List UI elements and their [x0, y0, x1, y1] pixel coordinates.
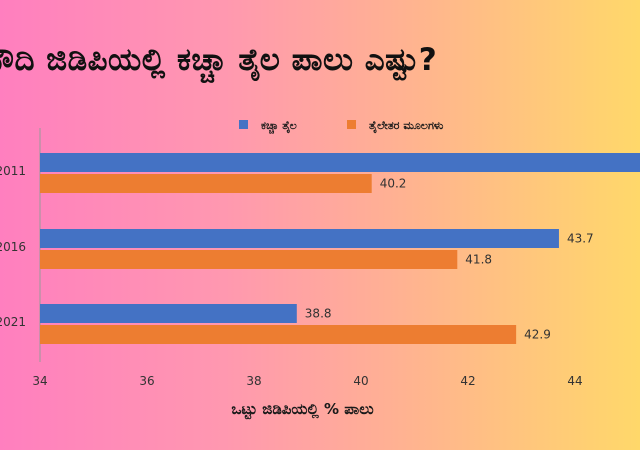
- data-label: 41.8: [465, 253, 492, 267]
- y-category-label: 2011: [0, 164, 26, 178]
- x-tick-label: 42: [460, 374, 475, 388]
- bar-non-oil-2011: [40, 174, 372, 193]
- legend-label-1: ತೈಲೇತರ ಮೂಲಗಳು: [369, 119, 444, 133]
- legend-swatch-0: [239, 120, 248, 129]
- x-tick-label: 40: [353, 374, 368, 388]
- data-label: 40.2: [380, 177, 407, 191]
- bar-crude-oil-2021: [40, 304, 297, 323]
- chart-title: ಸೌದಿ ಜಿಡಿಪಿಯಲ್ಲಿ ಕಚ್ಚಾ ತೈಲ ಪಾಲು ಎಷ್ಟು?: [0, 42, 438, 78]
- bar-crude-oil-2016: [40, 229, 559, 248]
- bar-non-oil-2021: [40, 325, 517, 344]
- bar-non-oil-2016: [40, 250, 458, 269]
- x-tick-label: 38: [246, 374, 261, 388]
- x-tick-label: 34: [32, 374, 47, 388]
- data-label: 43.7: [567, 232, 594, 246]
- data-label: 42.9: [524, 328, 551, 342]
- x-axis-label: ಒಟ್ಟು ಜಿಡಿಪಿಯಲ್ಲಿ % ಪಾಲು: [231, 400, 374, 418]
- data-label: 38.8: [305, 307, 332, 321]
- legend-label-0: ಕಚ್ಚಾ ತೈಲ: [261, 119, 297, 134]
- x-tick-label: 44: [567, 374, 582, 388]
- bar-crude-oil-2011: [40, 153, 640, 172]
- legend-swatch-1: [347, 120, 356, 129]
- x-tick-label: 36: [139, 374, 154, 388]
- y-category-label: 2021: [0, 315, 26, 329]
